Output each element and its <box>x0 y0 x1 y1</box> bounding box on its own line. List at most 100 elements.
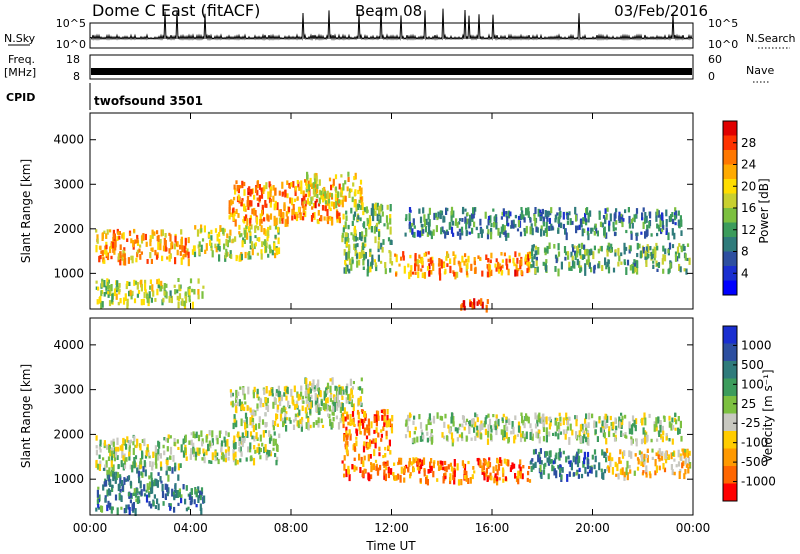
y-tick-label: 4000 <box>53 338 84 352</box>
data-cell <box>257 202 260 207</box>
data-cell <box>474 267 477 274</box>
data-cell <box>305 183 309 190</box>
data-cell <box>578 260 581 268</box>
data-cell <box>238 234 242 238</box>
data-cell <box>480 433 483 440</box>
data-cell <box>420 464 423 470</box>
data-cell <box>487 465 490 469</box>
data-cell <box>573 472 576 477</box>
data-cell <box>354 250 357 257</box>
data-cell <box>403 477 406 483</box>
data-cell <box>118 290 121 295</box>
data-cell <box>264 229 267 236</box>
data-cell <box>497 227 500 236</box>
data-cell <box>243 420 246 424</box>
data-cell <box>384 262 387 269</box>
data-cell <box>296 391 299 398</box>
data-cell <box>218 254 221 262</box>
data-cell <box>570 251 573 258</box>
data-cell <box>438 269 441 276</box>
data-cell <box>247 226 251 231</box>
data-cell <box>619 460 622 464</box>
data-cell <box>569 460 572 464</box>
data-cell <box>269 225 272 230</box>
data-cell <box>188 440 191 445</box>
data-cell <box>220 448 223 453</box>
data-cell <box>254 423 258 431</box>
data-cell <box>339 192 342 197</box>
data-cell <box>465 418 469 422</box>
data-cell <box>428 413 431 421</box>
data-cell <box>150 477 153 481</box>
data-cell <box>375 463 378 468</box>
data-cell <box>151 229 154 236</box>
data-cell <box>534 412 537 420</box>
data-cell <box>269 202 272 208</box>
data-cell <box>671 244 675 249</box>
data-cell <box>214 453 217 462</box>
data-cell <box>269 213 273 220</box>
data-cell <box>147 452 150 457</box>
data-cell <box>617 261 620 267</box>
data-cell <box>292 402 295 406</box>
data-cell <box>558 448 561 453</box>
data-cell <box>388 418 391 426</box>
data-cell <box>375 222 379 227</box>
data-cell <box>642 437 645 443</box>
data-cell <box>659 425 662 433</box>
data-cell <box>173 243 176 250</box>
data-cell <box>346 453 349 457</box>
data-cell <box>173 506 176 513</box>
data-cell <box>452 471 455 479</box>
data-cell <box>239 386 242 390</box>
data-cell <box>571 255 574 261</box>
data-cell <box>238 399 241 407</box>
data-cell <box>558 412 561 417</box>
data-cell <box>232 453 235 461</box>
data-cell <box>680 245 683 249</box>
data-cell <box>601 449 604 456</box>
data-cell <box>457 260 460 265</box>
data-cell <box>250 200 253 207</box>
data-cell <box>354 233 357 242</box>
data-cell <box>488 461 492 468</box>
data-cell <box>546 216 549 222</box>
data-cell <box>301 201 304 209</box>
data-cell <box>123 508 126 514</box>
data-cell <box>251 422 254 428</box>
data-cell <box>479 460 482 467</box>
data-cell <box>108 300 112 307</box>
data-cell <box>307 386 310 395</box>
data-cell <box>112 450 115 454</box>
data-cell <box>197 289 200 295</box>
data-cell <box>347 176 350 182</box>
data-cell <box>584 466 587 474</box>
data-cell <box>630 436 633 440</box>
data-cell <box>559 465 562 470</box>
data-cell <box>443 473 446 481</box>
data-cell <box>446 207 449 212</box>
data-cell <box>452 251 455 256</box>
data-cell <box>477 457 480 466</box>
data-cell <box>300 186 303 195</box>
data-cell <box>507 210 511 219</box>
data-cell <box>128 453 131 461</box>
data-cell <box>623 450 626 457</box>
data-cell <box>356 409 360 415</box>
data-cell <box>192 431 195 438</box>
data-cell <box>623 242 626 251</box>
data-cell <box>218 430 221 438</box>
data-cell <box>515 476 519 483</box>
data-cell <box>536 432 539 439</box>
data-cell <box>428 226 431 235</box>
data-cell <box>501 417 504 422</box>
data-cell <box>632 262 635 268</box>
data-cell <box>585 425 588 431</box>
data-cell <box>612 221 615 228</box>
data-cell <box>97 504 100 508</box>
data-cell <box>515 264 518 271</box>
data-cell <box>208 460 211 464</box>
data-cell <box>652 252 655 259</box>
data-cell <box>95 435 98 441</box>
colorbar-swatch <box>723 135 737 151</box>
